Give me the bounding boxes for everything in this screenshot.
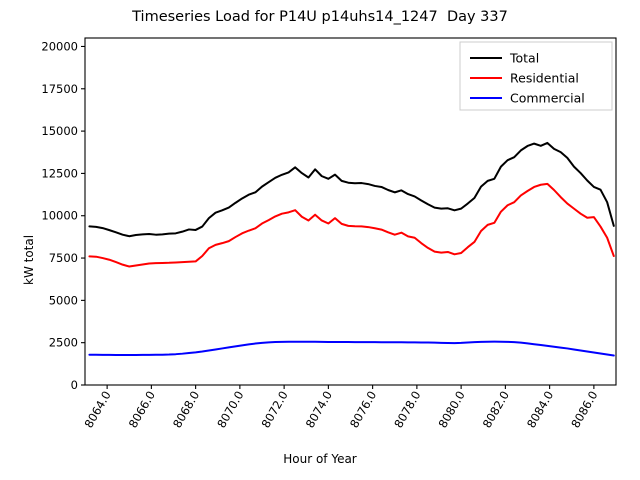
x-axis-label: Hour of Year: [283, 452, 357, 466]
x-tick-label: 8072.0: [258, 389, 290, 431]
x-tick-label: 8080.0: [435, 389, 467, 431]
x-tick-label: 8074.0: [303, 389, 335, 431]
chart-title: Timeseries Load for P14U p14uhs14_1247 D…: [132, 9, 508, 25]
x-tick-label: 8084.0: [524, 389, 556, 431]
y-tick-label: 10000: [41, 209, 78, 223]
x-tick-label: 8082.0: [480, 389, 512, 431]
x-tick-label: 8078.0: [391, 389, 423, 431]
y-tick-label: 0: [71, 378, 78, 392]
y-tick-label: 17500: [41, 82, 78, 96]
x-tick-label: 8064.0: [81, 389, 113, 431]
series-line-total: [88, 141, 615, 238]
series-line-commercial: [88, 340, 615, 357]
y-tick-label: 7500: [49, 251, 78, 265]
legend-label-total: Total: [509, 51, 539, 66]
y-tick-label: 12500: [41, 166, 78, 180]
x-tick-label: 8076.0: [347, 389, 379, 431]
x-tick-label: 8086.0: [568, 389, 600, 431]
y-tick-label: 15000: [41, 124, 78, 138]
y-axis-label: kW total: [22, 234, 36, 285]
x-tick-label: 8066.0: [126, 389, 158, 431]
legend-label-commercial: Commercial: [510, 91, 585, 106]
plot-frame: [84, 37, 617, 386]
y-tick-label: 20000: [41, 39, 78, 53]
y-tick-label: 5000: [49, 293, 78, 307]
x-tick-label: 8070.0: [214, 389, 246, 431]
legend-label-residential: Residential: [510, 71, 579, 86]
x-tick-label: 8068.0: [170, 389, 202, 431]
y-tick-label: 2500: [49, 336, 78, 350]
series-line-residential: [88, 182, 615, 268]
